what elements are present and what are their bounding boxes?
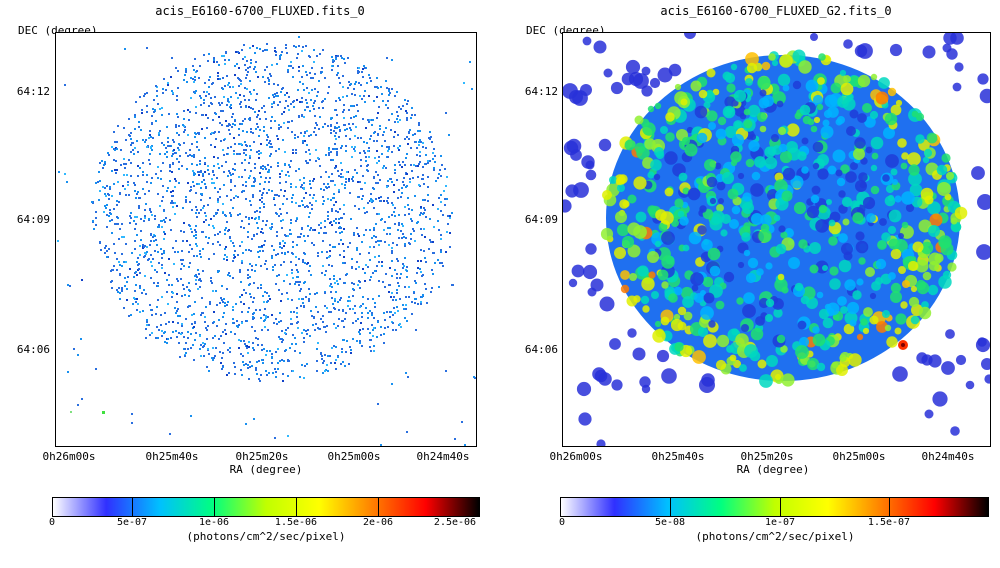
right-x-axis-label: RA (degree) bbox=[736, 463, 810, 476]
left-y-tick-label: 64:09 bbox=[16, 213, 50, 226]
left-sparse-flux-map bbox=[57, 36, 476, 446]
right-colorbar bbox=[560, 497, 989, 517]
left-colorbar-tick: 2e-06 bbox=[362, 517, 394, 528]
right-image-canvas[interactable] bbox=[562, 32, 991, 447]
right-colorbar-tick: 1.5e-07 bbox=[867, 517, 911, 528]
right-y-tick-label: 64:12 bbox=[524, 85, 558, 98]
right-y-tick-label: 64:06 bbox=[524, 343, 558, 356]
right-colorbar-divider bbox=[670, 497, 671, 517]
right-image-panel: acis_E6160-6700_FLUXED_G2.fits_0 DEC (de… bbox=[500, 0, 1000, 568]
left-x-tick-label: 0h25m20s bbox=[235, 450, 289, 463]
left-colorbar-divider bbox=[378, 497, 379, 517]
right-x-tick-label: 0h24m40s bbox=[921, 450, 975, 463]
left-image-panel: acis_E6160-6700_FLUXED.fits_0 DEC (degre… bbox=[16, 4, 480, 543]
left-x-tick-label: 0h26m00s bbox=[42, 450, 96, 463]
right-colorbar-tick: 0 bbox=[558, 517, 566, 528]
right-colorbar-divider bbox=[780, 497, 781, 517]
left-colorbar-divider bbox=[132, 497, 133, 517]
right-x-tick-label: 0h26m00s bbox=[549, 450, 603, 463]
left-image-canvas[interactable] bbox=[55, 32, 477, 447]
right-y-tick-label: 64:09 bbox=[524, 213, 558, 226]
left-x-axis-label: RA (degree) bbox=[229, 463, 303, 476]
right-image-title: acis_E6160-6700_FLUXED_G2.fits_0 bbox=[660, 4, 892, 18]
left-colorbar-tick: 1.5e-06 bbox=[274, 517, 318, 528]
right-colorbar-divider bbox=[889, 497, 890, 517]
right-colorbar-tick: 1e-07 bbox=[764, 517, 796, 528]
left-colorbar-divider bbox=[296, 497, 297, 517]
left-colorbar-tick: 1e-06 bbox=[198, 517, 230, 528]
right-x-tick-label: 0h25m20s bbox=[740, 450, 794, 463]
left-y-tick-label: 64:06 bbox=[16, 343, 50, 356]
left-x-tick-label: 0h25m40s bbox=[145, 450, 199, 463]
right-smoothed-flux-map bbox=[563, 33, 990, 446]
left-image-title: acis_E6160-6700_FLUXED.fits_0 bbox=[155, 4, 365, 18]
left-colorbar-unit-label: (photons/cm^2/sec/pixel) bbox=[186, 530, 346, 543]
left-colorbar-tick: 5e-07 bbox=[116, 517, 148, 528]
left-x-tick-label: 0h24m40s bbox=[416, 450, 470, 463]
right-colorbar-unit-label: (photons/cm^2/sec/pixel) bbox=[695, 530, 855, 543]
right-x-tick-label: 0h25m00s bbox=[832, 450, 886, 463]
right-colorbar-tick: 5e-08 bbox=[654, 517, 686, 528]
left-x-tick-label: 0h25m00s bbox=[327, 450, 381, 463]
left-y-tick-label: 64:12 bbox=[16, 85, 50, 98]
left-colorbar bbox=[52, 497, 480, 517]
right-x-tick-label: 0h25m40s bbox=[651, 450, 705, 463]
left-colorbar-tick: 0 bbox=[48, 517, 56, 528]
left-colorbar-tick: 2.5e-06 bbox=[433, 517, 477, 528]
left-colorbar-divider bbox=[214, 497, 215, 517]
